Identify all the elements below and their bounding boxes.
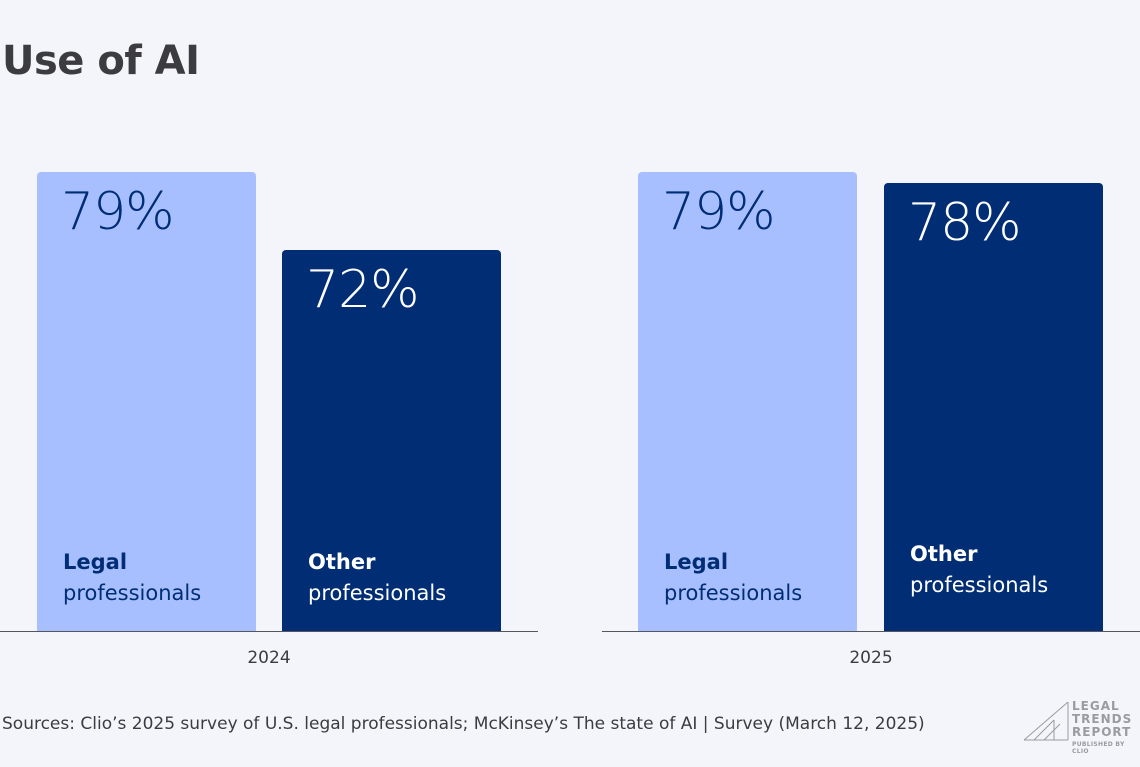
logo-text: LEGAL TRENDS REPORT (1072, 699, 1133, 739)
legal-trends-report-logo: LEGAL TRENDS REPORT PUBLISHED BY CLIO (1022, 699, 1134, 755)
series-label: Other professionals (308, 549, 447, 605)
series-label: Legal professionals (664, 549, 803, 605)
x-axis-line (0, 631, 538, 632)
logo-triangle-icon (1023, 701, 1069, 741)
bar-legal-2025: 79% Legal professionals (638, 171, 857, 631)
x-tick-label: 2025 (849, 648, 893, 668)
x-tick-label: 2024 (247, 648, 291, 668)
data-label: 79% (662, 181, 776, 242)
logo-subtitle: PUBLISHED BY CLIO (1072, 741, 1125, 755)
bar-other-2025: 78% Other professionals (884, 183, 1103, 631)
data-label: 78% (908, 193, 1022, 253)
series-label: Legal professionals (63, 549, 202, 605)
bar-legal-2024: 79% Legal professionals (37, 171, 256, 631)
data-label: 72% (306, 260, 420, 321)
source-note: Sources: Clio’s 2025 survey of U.S. lega… (2, 714, 925, 734)
chart-title: Use of AI (2, 38, 200, 84)
x-axis-line (602, 631, 1140, 632)
series-label: Other professionals (910, 542, 1049, 597)
bar-other-2024: 72% Other professionals (282, 250, 501, 631)
data-label: 79% (61, 181, 175, 242)
